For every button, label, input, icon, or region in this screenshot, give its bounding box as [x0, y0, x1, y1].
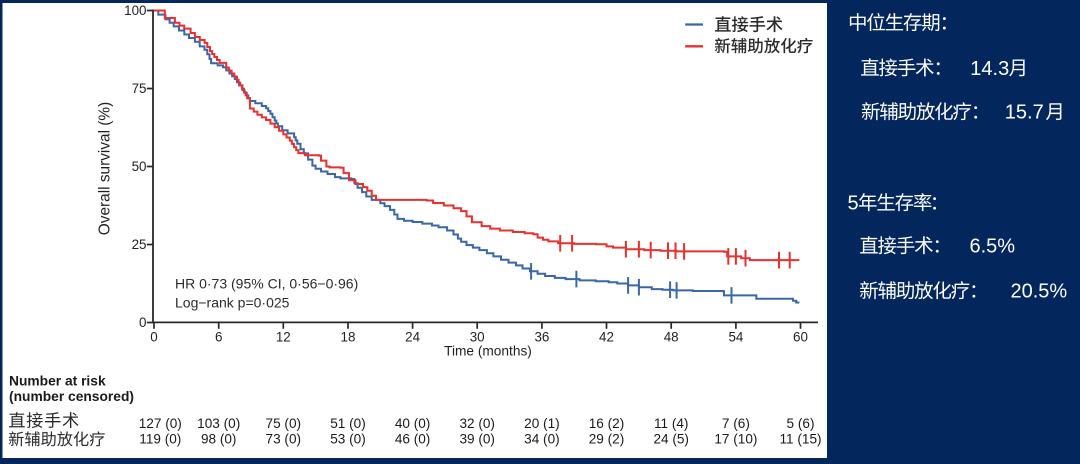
svg-text:36: 36 — [534, 330, 549, 345]
svg-text:12: 12 — [276, 330, 291, 345]
svg-text:20 (1): 20 (1) — [524, 416, 560, 431]
svg-text:18: 18 — [341, 330, 356, 345]
svg-text:HR 0·73 (95% CI, 0·56−0·96): HR 0·73 (95% CI, 0·56−0·96) — [175, 276, 358, 292]
svg-text:42: 42 — [599, 330, 614, 345]
svg-text:32 (0): 32 (0) — [459, 416, 495, 431]
svg-text:17 (10): 17 (10) — [714, 431, 757, 446]
svg-text:73 (0): 73 (0) — [266, 431, 302, 446]
svg-text:50: 50 — [132, 159, 147, 174]
svg-text:15.7: 15.7 — [1005, 102, 1044, 124]
svg-text:75 (0): 75 (0) — [266, 416, 302, 431]
svg-text:0: 0 — [139, 315, 146, 330]
svg-text:46 (0): 46 (0) — [395, 431, 431, 446]
svg-text:25: 25 — [132, 237, 147, 252]
svg-text:Overall survival (%): Overall survival (%) — [96, 102, 113, 235]
svg-text:11 (4): 11 (4) — [654, 416, 689, 431]
svg-text:5 (6): 5 (6) — [787, 416, 815, 431]
svg-text:7 (6): 7 (6) — [722, 416, 750, 431]
svg-text:Time (months): Time (months) — [444, 344, 532, 359]
svg-text:24: 24 — [405, 330, 420, 345]
svg-text:6: 6 — [215, 330, 222, 345]
svg-text:100: 100 — [124, 3, 146, 18]
svg-text:30: 30 — [470, 330, 485, 345]
svg-text:24 (5): 24 (5) — [653, 431, 689, 446]
svg-text:48: 48 — [664, 330, 679, 345]
svg-text:53 (0): 53 (0) — [330, 431, 366, 446]
svg-text:75: 75 — [132, 81, 147, 96]
svg-text:103 (0): 103 (0) — [197, 416, 240, 431]
svg-text:Log−rank p=0·025: Log−rank p=0·025 — [175, 295, 290, 311]
svg-text:29 (2): 29 (2) — [589, 431, 625, 446]
svg-text:14.3: 14.3 — [970, 58, 1009, 80]
svg-text:11 (15): 11 (15) — [779, 431, 821, 446]
svg-text:Number at risk: Number at risk — [9, 374, 106, 389]
svg-text:119 (0): 119 (0) — [139, 431, 181, 446]
svg-text:60: 60 — [793, 330, 808, 345]
svg-text:40 (0): 40 (0) — [395, 416, 431, 431]
svg-text:5: 5 — [848, 193, 859, 215]
svg-text:127 (0): 127 (0) — [139, 416, 182, 431]
svg-text:51 (0): 51 (0) — [330, 416, 366, 431]
svg-text:16 (2): 16 (2) — [589, 416, 625, 431]
svg-text:(number censored): (number censored) — [9, 389, 134, 404]
svg-text:98 (0): 98 (0) — [201, 431, 237, 446]
svg-text:54: 54 — [728, 330, 743, 345]
svg-text:39 (0): 39 (0) — [459, 431, 495, 446]
svg-text:20.5%: 20.5% — [1011, 281, 1068, 303]
svg-text:6.5%: 6.5% — [970, 236, 1016, 258]
svg-text:34 (0): 34 (0) — [524, 431, 560, 446]
svg-text:0: 0 — [150, 330, 157, 345]
